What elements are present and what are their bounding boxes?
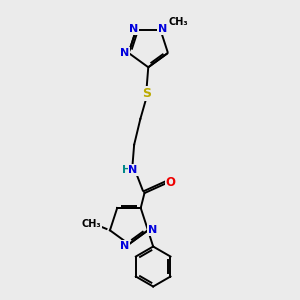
Text: H: H — [122, 165, 131, 175]
Text: S: S — [142, 87, 151, 100]
Text: N: N — [129, 24, 138, 34]
Text: CH₃: CH₃ — [169, 17, 188, 27]
Text: N: N — [128, 165, 138, 175]
Text: CH₃: CH₃ — [82, 219, 101, 229]
Text: N: N — [119, 241, 129, 250]
Text: N: N — [158, 24, 167, 34]
Text: O: O — [166, 176, 176, 189]
Text: N: N — [120, 48, 129, 58]
Text: N: N — [148, 225, 158, 235]
